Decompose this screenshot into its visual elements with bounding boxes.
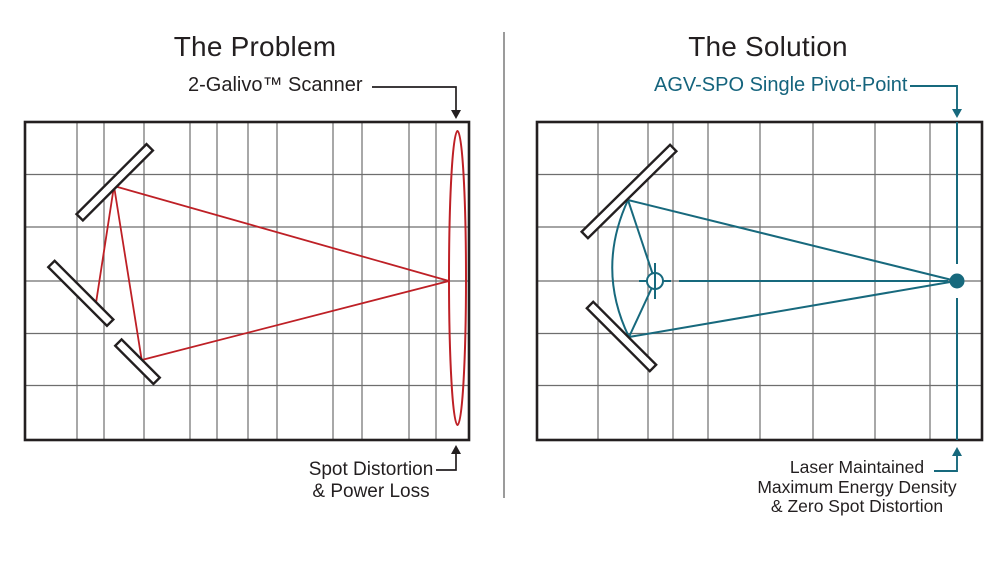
right-bottom-arrowhead-icon <box>952 447 962 456</box>
left-top-arrowhead-icon <box>451 110 461 119</box>
right-panel-subtitle: AGV-SPO Single Pivot-Point <box>654 74 908 96</box>
left-bottom-arrowhead-icon <box>451 445 461 454</box>
teal-laser-beams <box>611 199 957 338</box>
right-bottom-label-line1: Laser Maintained <box>789 457 925 477</box>
right-bottom-label-line3: & Zero Spot Distortion <box>770 496 944 517</box>
right-diagram <box>535 85 984 472</box>
right-bottom-label-connector <box>934 456 958 472</box>
left-bottom-label-line1: Spot Distortion <box>308 459 434 480</box>
right-bottom-label-line2: Maximum Energy Density <box>757 476 957 497</box>
beam-top-mirror-to-pivot <box>627 199 656 282</box>
beam-bottom-mirror-to-pivot <box>628 280 656 338</box>
left-bottom-label: Spot Distortion & Power Loss <box>290 459 452 503</box>
right-scan-field-border <box>535 120 984 442</box>
beam-top-mirror-to-spot <box>113 185 450 282</box>
left-diagram <box>23 86 471 471</box>
left-panel-subtitle: 2-Galivo™ Scanner <box>188 74 363 96</box>
panel-divider <box>503 32 505 498</box>
beam-top-mirror-to-focus <box>627 199 957 282</box>
pivot-mirror-bottom <box>585 300 658 373</box>
red-laser-beams <box>95 185 450 361</box>
pivot-mirror-top <box>579 143 679 240</box>
beam-bottom-mirror-to-spot <box>141 280 450 361</box>
beam-top-to-bottom-mirror <box>113 185 143 361</box>
pivot-point-crosshair <box>639 263 671 299</box>
left-scan-field-grid <box>25 122 469 440</box>
left-bottom-label-connector <box>436 454 457 471</box>
galvo-mirror-middle <box>46 259 116 328</box>
galvo-mirror-top <box>74 142 155 223</box>
lens-arc <box>611 199 630 338</box>
left-panel-title: The Problem <box>173 31 337 62</box>
right-top-label-connector <box>910 85 958 109</box>
right-panel-title: The Solution <box>688 31 848 62</box>
beam-bottom-mirror-to-focus <box>628 280 957 338</box>
left-top-label-connector <box>372 86 457 110</box>
distorted-spot-ellipse <box>448 130 467 426</box>
focused-spot-dot <box>949 273 965 289</box>
left-scan-field-border <box>23 120 471 442</box>
beam-top-to-middle-mirror <box>95 185 115 304</box>
right-bottom-label: Laser Maintained Maximum Energy Density … <box>755 457 959 517</box>
right-top-arrowhead-icon <box>952 109 962 118</box>
left-bottom-label-line2: & Power Loss <box>312 481 430 503</box>
galvo-mirror-bottom <box>113 337 162 386</box>
